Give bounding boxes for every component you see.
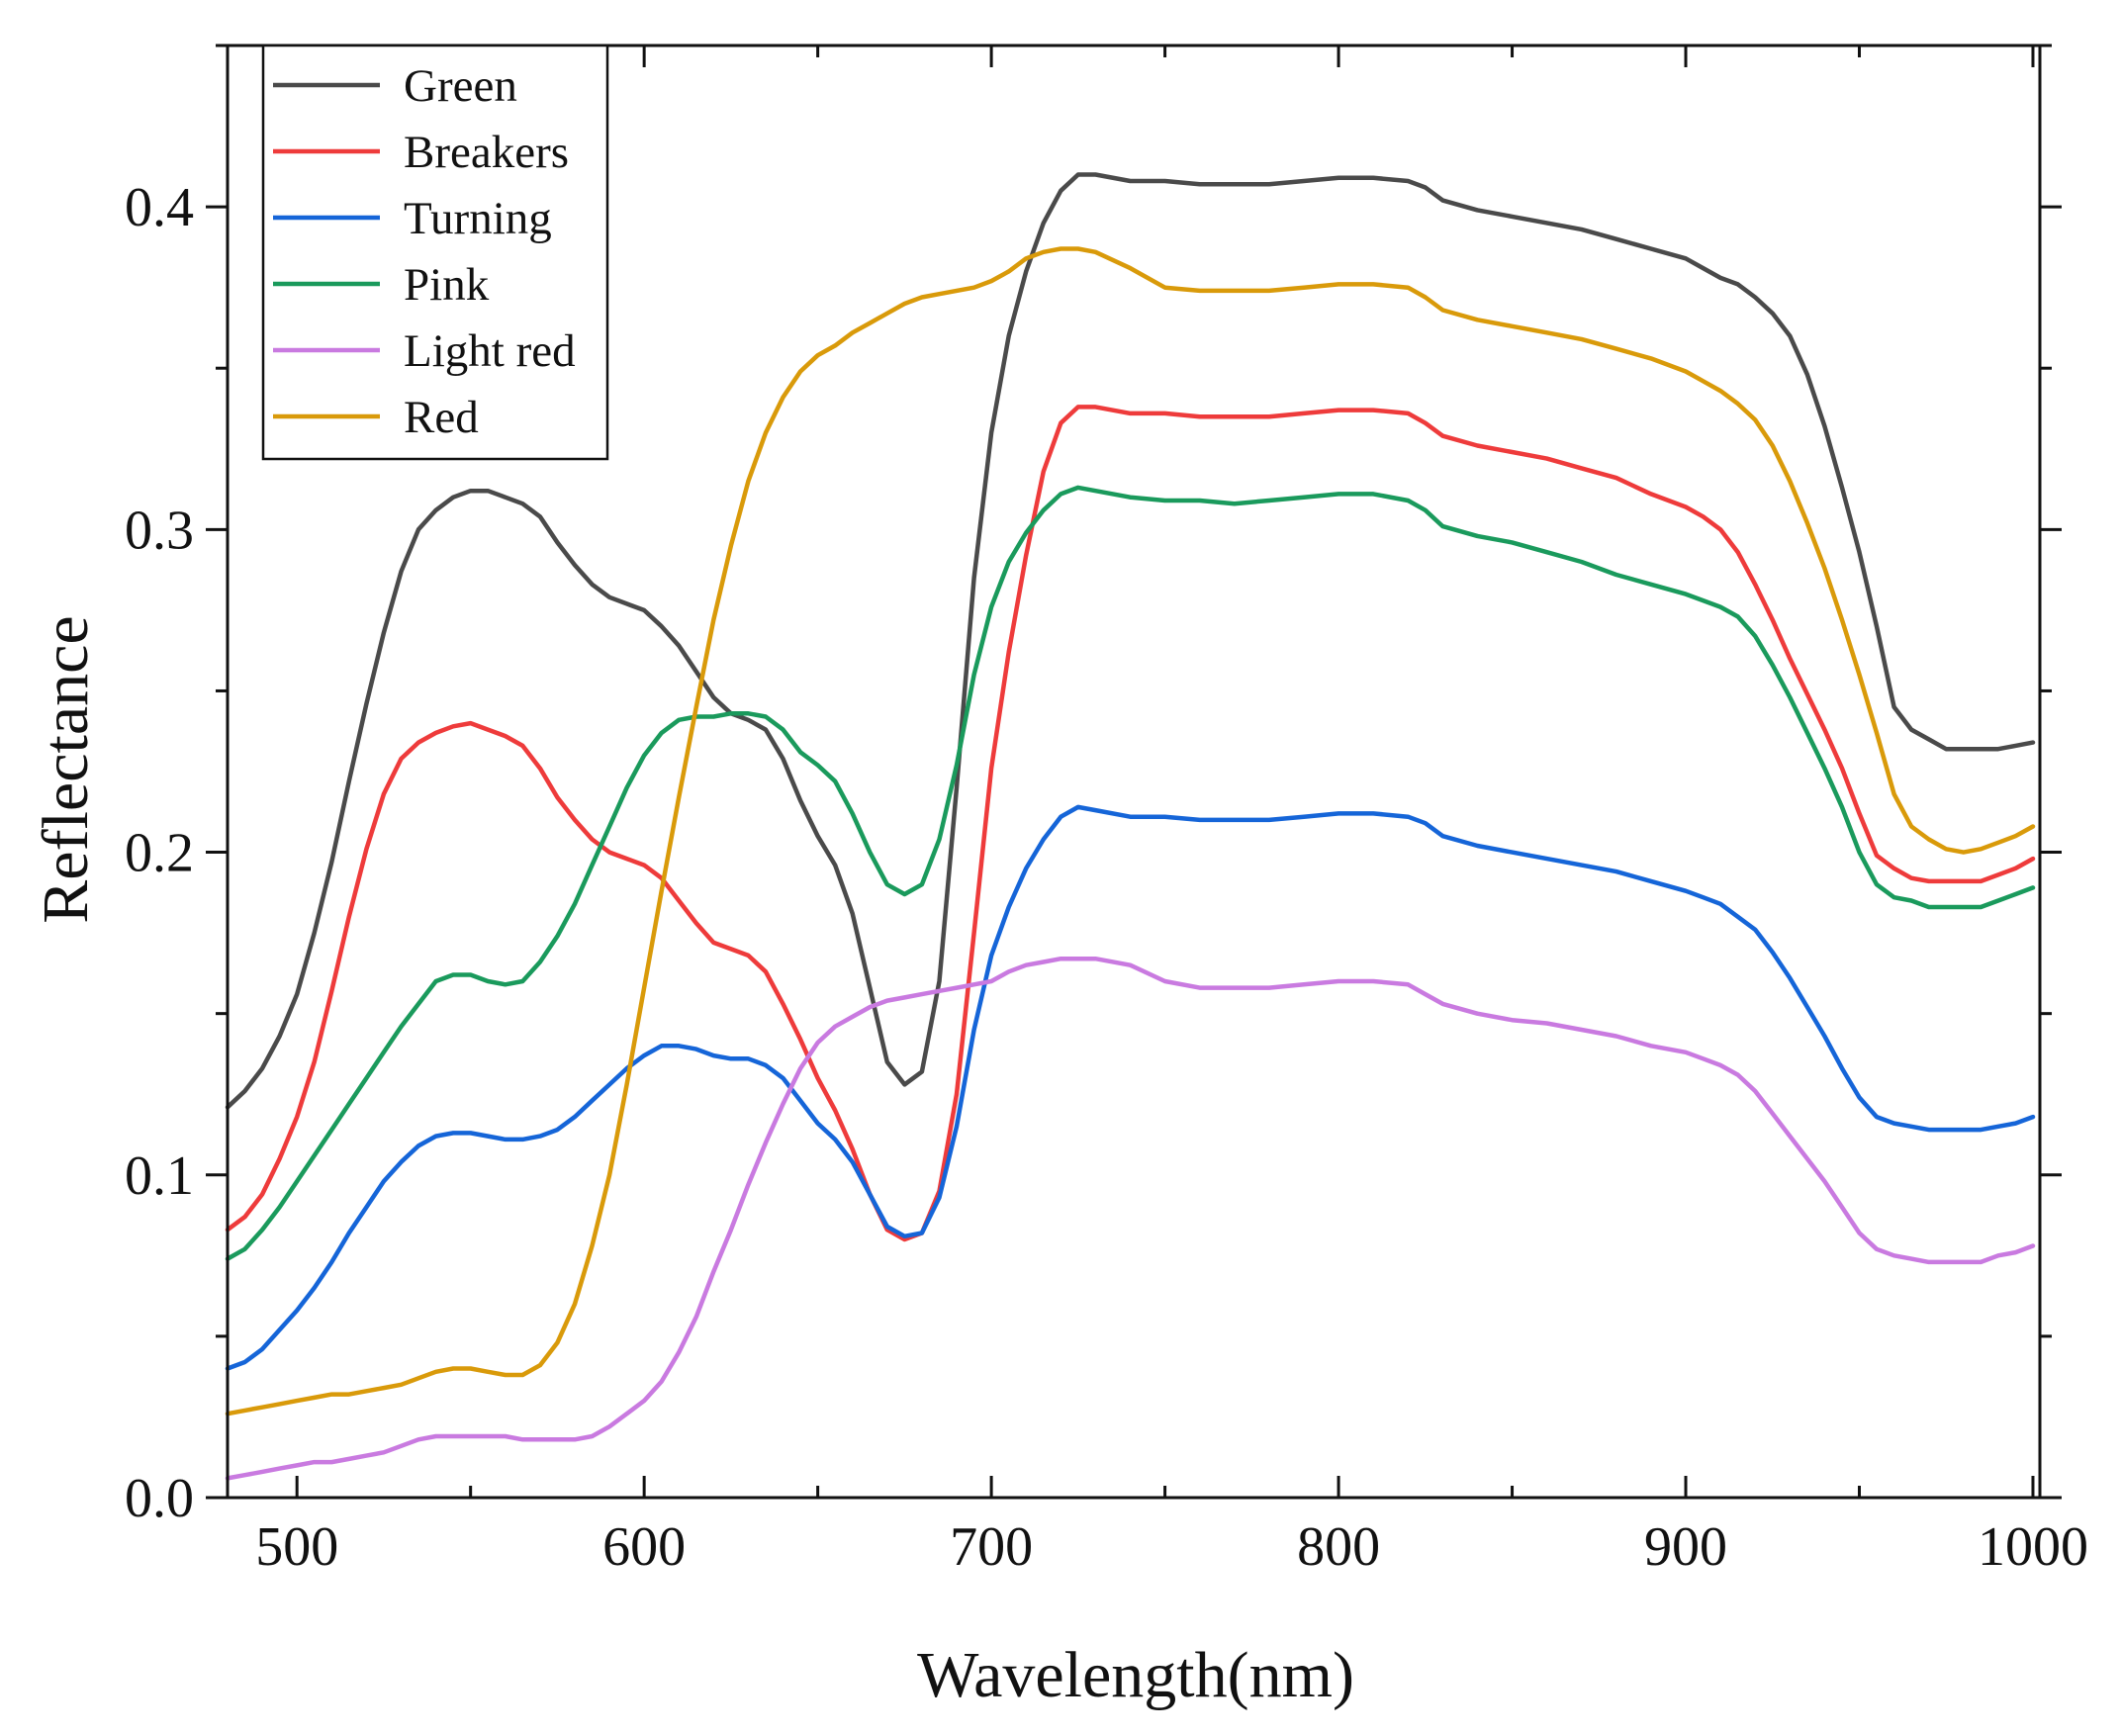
x-tick-label: 700 <box>950 1516 1033 1578</box>
legend-label: Red <box>404 392 479 443</box>
legend-label: Green <box>404 60 517 112</box>
series-line-turning <box>225 804 2036 1371</box>
legend-label: Pink <box>404 259 490 311</box>
series-line-pink <box>225 485 2036 1261</box>
series-line-green <box>225 172 2036 1110</box>
legend-box <box>261 44 609 461</box>
y-tick-label: 0.2 <box>125 823 194 884</box>
series-line-red <box>225 246 2036 1416</box>
legend: Green Breakers Turning Pink Light red Red <box>261 44 609 461</box>
legend-label: Light red <box>404 325 576 377</box>
y-tick-label: 0.4 <box>125 177 194 238</box>
plot-frame <box>226 44 2042 1500</box>
y-tick-label: 0.0 <box>125 1468 194 1529</box>
y-axis-title: Reflectance <box>30 615 102 923</box>
x-tick-label: 800 <box>1297 1516 1380 1578</box>
x-tick-label: 500 <box>255 1516 338 1578</box>
y-tick-label: 0.1 <box>125 1145 194 1207</box>
axis-layer: 500 600 700 800 900 1000 0.0 0.1 0.2 0.3 0.4 <box>125 44 2088 1578</box>
legend-label: Breakers <box>404 127 569 178</box>
x-tick-label: 600 <box>602 1516 686 1578</box>
legend-label: Turning <box>404 193 552 244</box>
x-tick-label: 1000 <box>1978 1516 2088 1578</box>
x-tick-label: 900 <box>1644 1516 1727 1578</box>
y-tick-label: 0.3 <box>125 500 194 561</box>
series-line-breakers <box>225 405 2036 1242</box>
series-layer <box>225 172 2036 1481</box>
x-axis-title: Wavelength(nm) <box>917 1639 1354 1711</box>
series-line-light-red <box>225 956 2036 1481</box>
